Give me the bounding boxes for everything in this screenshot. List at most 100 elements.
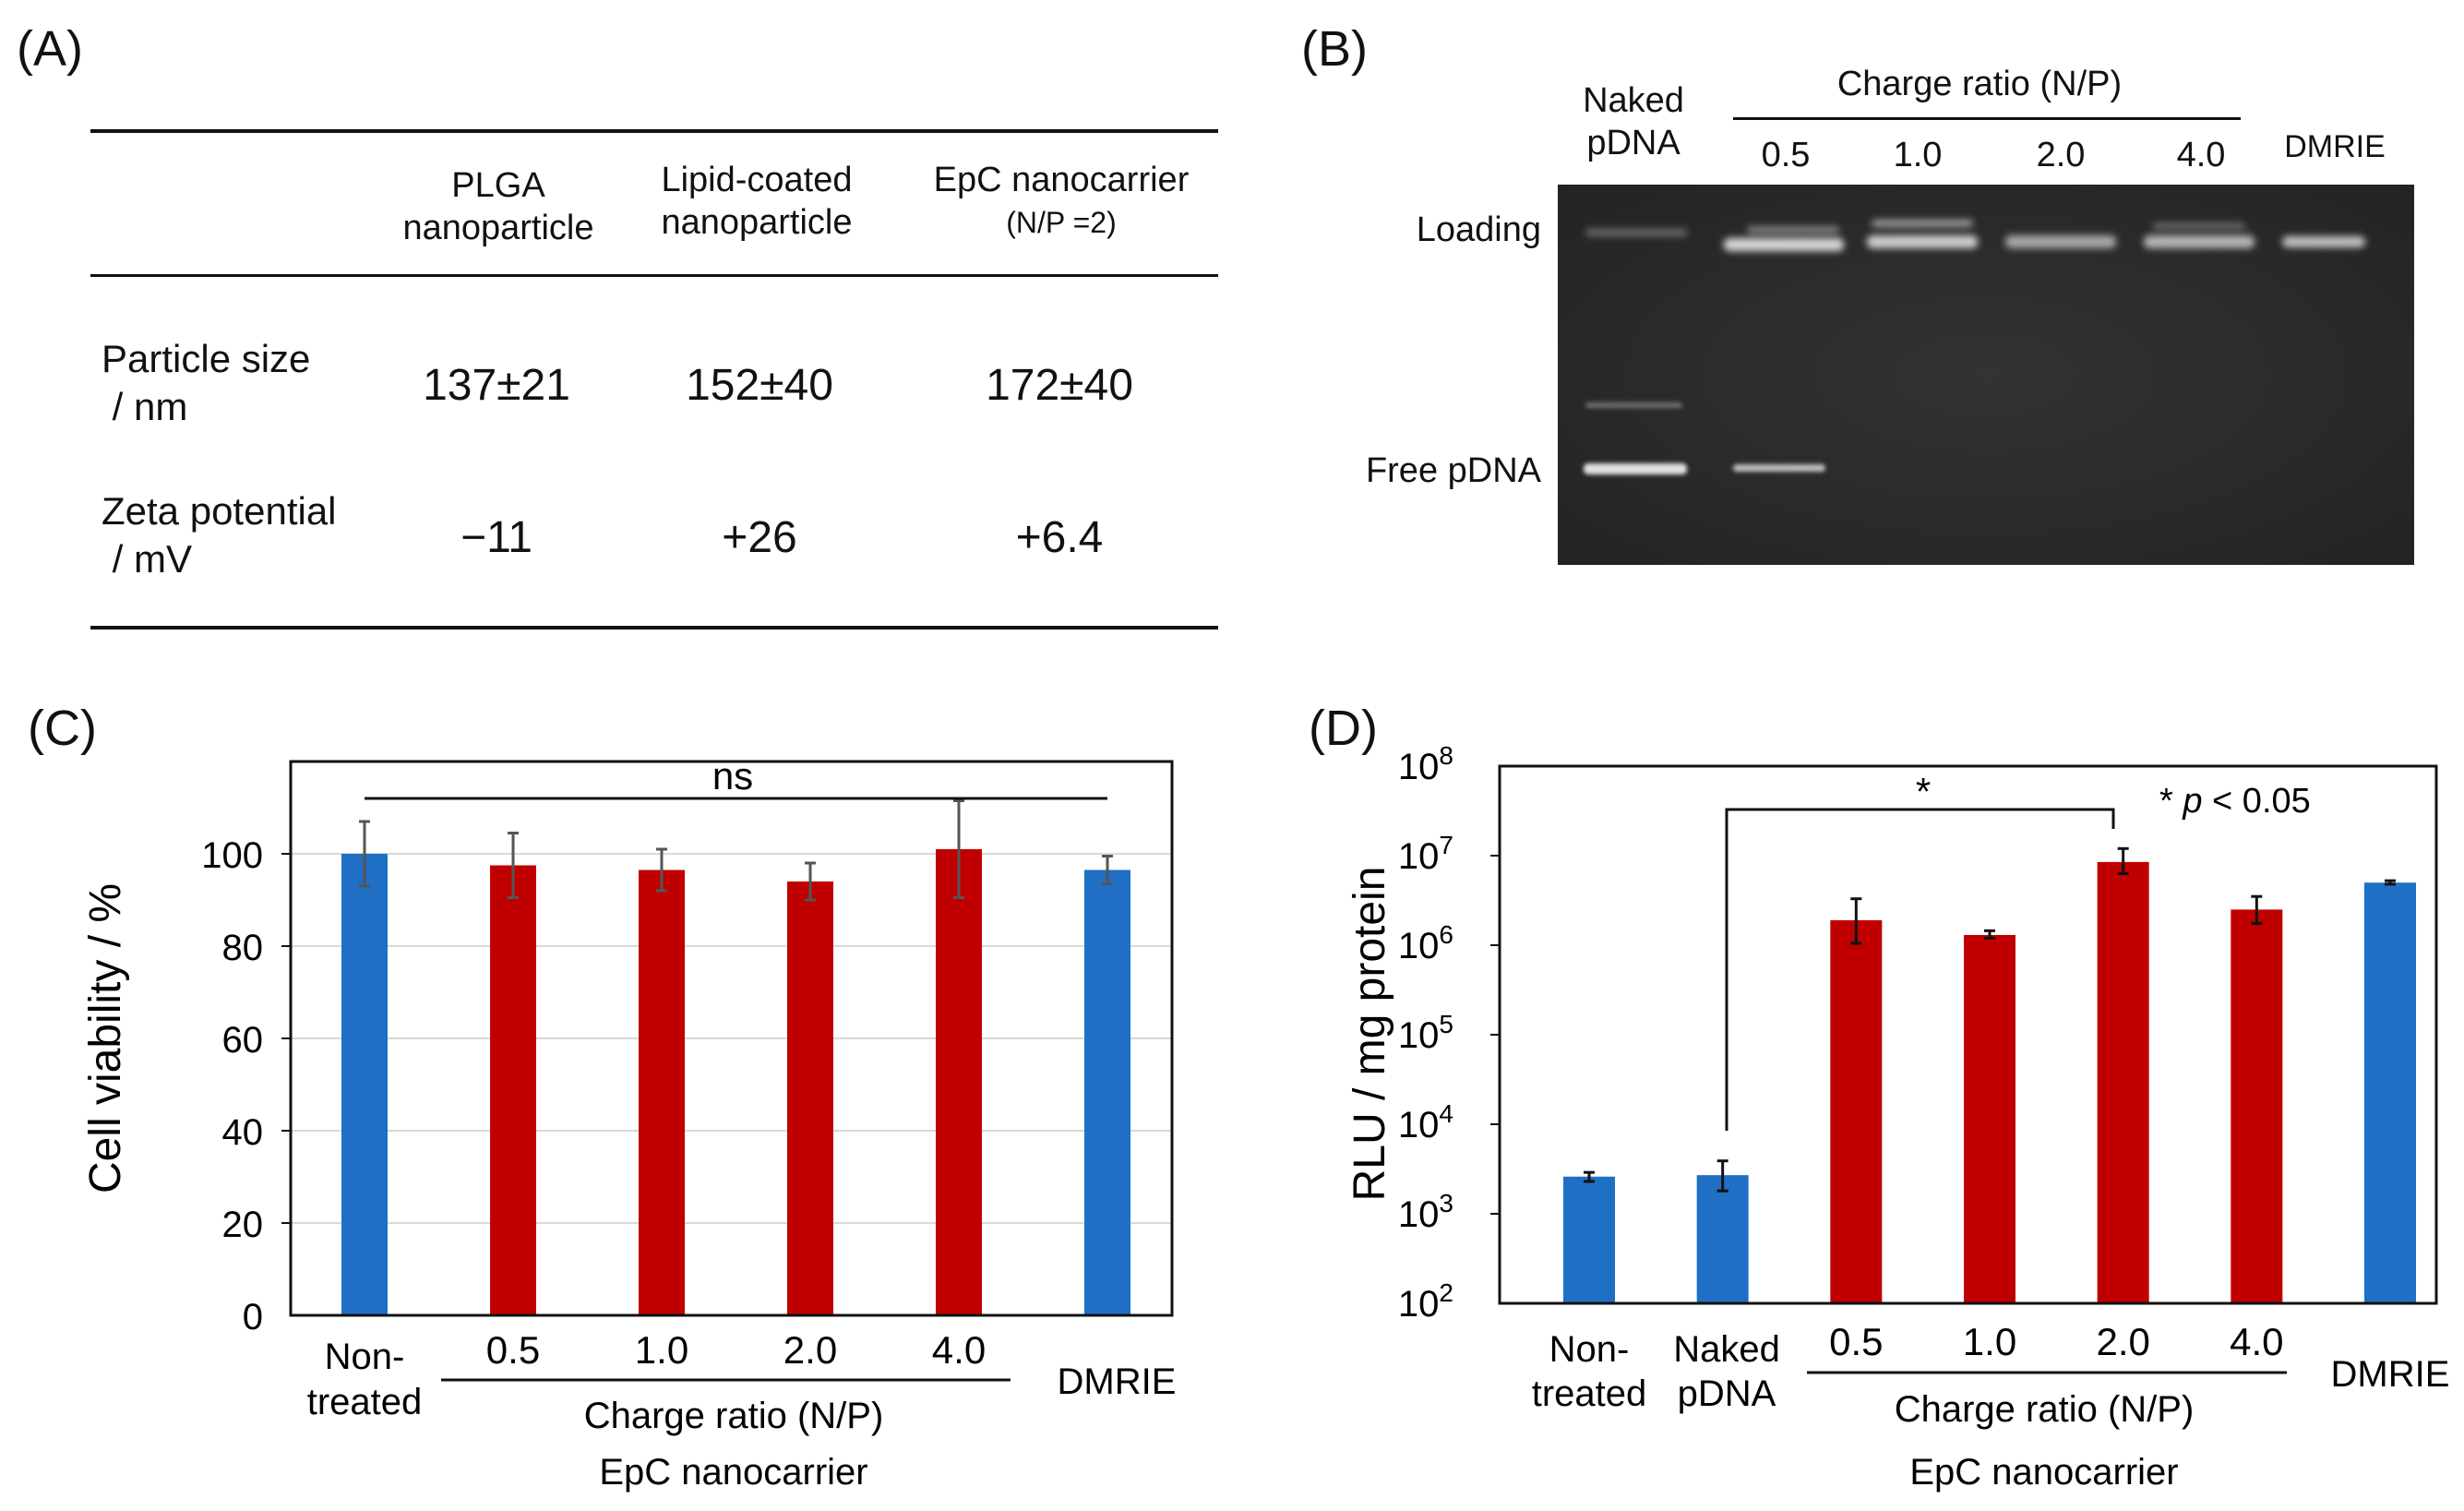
band-dmrie-loading [2282, 236, 2365, 247]
y-tick-label: 20 [222, 1205, 264, 1245]
gel-charge-underline [1733, 117, 2241, 120]
band-naked-free-upper [1585, 402, 1682, 408]
bar [2097, 861, 2149, 1303]
band-05-free [1733, 464, 1825, 472]
x-tick-label: 0.5 [486, 1328, 540, 1372]
y-axis-label: RLU / mg protein [1346, 867, 1394, 1202]
x-tick-label: 1.0 [1963, 1320, 2016, 1363]
header-line: EpC nanocarrier [933, 161, 1190, 199]
band-10-loading-upper [1872, 220, 1973, 227]
x-label-nontreated: Non- [325, 1337, 405, 1377]
band-20-loading [2005, 235, 2116, 248]
table-cell: +6.4 [1015, 513, 1104, 562]
bar [787, 881, 833, 1315]
x-label-dmrie: DMRIE [1058, 1361, 1177, 1402]
band-naked-loading [1585, 229, 1687, 236]
x-label-naked: Naked [1673, 1329, 1780, 1370]
gel-free-label: Free pDNA [1365, 451, 1541, 490]
y-tick-label: 108 [1398, 741, 1453, 787]
gel-loading-bands [1585, 220, 2365, 251]
table-header-rule [90, 274, 1218, 277]
gel-charge-title: Charge ratio (N/P) [1836, 65, 2123, 103]
gel-ratio-label: 0.5 [1761, 136, 1811, 174]
gel-ratio-label: 4.0 [2176, 136, 2226, 174]
table-header-epc: EpC nanocarrier (N/P =2) [895, 159, 1227, 244]
table-cell: 137±21 [423, 361, 570, 410]
gel-dmrie-label: DMRIE [2284, 129, 2386, 164]
table-cell: +26 [722, 513, 797, 562]
bar [2364, 882, 2416, 1303]
y-axis-label: Cell viability / % [81, 883, 130, 1193]
row-label-line: Particle size [102, 337, 311, 380]
band-10-loading [1867, 235, 1978, 248]
x-label-charge: Charge ratio (N/P) [1895, 1389, 2195, 1430]
gel-free-bands [1584, 402, 1825, 474]
x-label-dmrie: DMRIE [2331, 1354, 2450, 1395]
table-top-rule [90, 129, 1218, 133]
bar [639, 869, 685, 1315]
gel-lane-label-naked: Naked pDNA [1560, 79, 1707, 164]
p-value-note: * p < 0.05 [2159, 782, 2311, 821]
bar [2231, 909, 2283, 1303]
panel-label-d: (D) [1309, 701, 1378, 756]
x-label-nontreated: Non- [1549, 1329, 1630, 1370]
table-header-lipid: Lipid-coated nanoparticle [623, 159, 891, 244]
y-tick-label: 40 [222, 1112, 264, 1153]
band-40-loading [2144, 235, 2255, 248]
band-40-loading-upper [2153, 223, 2245, 229]
table-cell: 152±40 [686, 361, 833, 410]
panel-label-a: (A) [17, 21, 83, 77]
x-label-naked: pDNA [1678, 1373, 1776, 1414]
gel-label-line: pDNA [1586, 124, 1681, 162]
x-label-carrier: EpC nanocarrier [599, 1452, 867, 1493]
gel-ratio-label: 2.0 [2036, 136, 2086, 174]
header-line: Lipid-coated [661, 161, 853, 199]
bar [1696, 1175, 1749, 1303]
x-label-nontreated: treated [1532, 1373, 1647, 1414]
significance-star: * [1916, 770, 1931, 813]
bracket-line [1725, 808, 2115, 1131]
header-subline: (N/P =2) [1006, 206, 1117, 239]
bar [1830, 919, 1883, 1303]
y-tick-label: 102 [1398, 1278, 1453, 1325]
table-header-plga: PLGA nanoparticle [369, 164, 628, 249]
p-italic: p [2182, 782, 2202, 821]
header-line: nanoparticle [661, 203, 853, 242]
x-tick-label: 4.0 [932, 1328, 986, 1372]
x-tick-label: 0.5 [1829, 1320, 1883, 1363]
x-tick-label: 2.0 [783, 1328, 837, 1372]
y-tick-label: 106 [1398, 920, 1453, 966]
bar [1084, 869, 1130, 1315]
y-tick-label: 80 [222, 928, 264, 968]
panel-label-c: (C) [28, 701, 97, 756]
table-cell: 172±40 [986, 361, 1133, 410]
row-label-unit: / mV [102, 537, 193, 581]
significance-bracket [1725, 808, 2115, 1131]
row-label-zeta: Zeta potential / mV [102, 487, 337, 583]
y-tick-label: 103 [1398, 1189, 1453, 1235]
bar [490, 865, 536, 1315]
gel-background [1558, 185, 2414, 565]
y-tick-label: 104 [1398, 1099, 1453, 1145]
band-05-loading [1724, 238, 1844, 251]
header-line: nanoparticle [402, 209, 594, 247]
p-star: * [2159, 782, 2183, 821]
x-label-carrier: EpC nanocarrier [1909, 1452, 2178, 1493]
bar [936, 849, 982, 1315]
y-tick-label: 107 [1398, 831, 1453, 877]
table-cell: −11 [461, 513, 532, 562]
chart-rlu: 102 103 104 105 106 107 108 RLU / mg protein *… [1346, 741, 2450, 1493]
row-label-unit: / nm [102, 385, 188, 428]
row-label-line: Zeta potential [102, 489, 337, 533]
gel-label-line: Naked [1583, 81, 1684, 120]
x-tick-label: 2.0 [2096, 1320, 2149, 1363]
y-tick-label: 105 [1398, 1010, 1453, 1056]
bar [341, 854, 388, 1315]
row-label-size: Particle size / nm [102, 335, 310, 431]
x-label-charge: Charge ratio (N/P) [584, 1396, 884, 1436]
gel-loading-label: Loading [1416, 210, 1541, 249]
y-tick-label: 0 [243, 1297, 263, 1337]
header-line: PLGA [451, 166, 545, 205]
y-tick-label: 100 [201, 835, 263, 876]
